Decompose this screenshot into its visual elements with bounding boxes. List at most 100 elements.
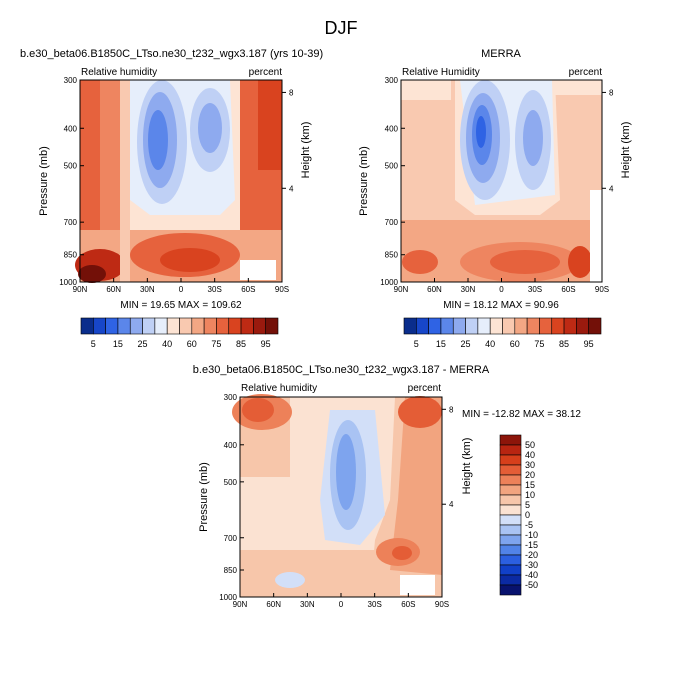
panel-merra: MERRA Relative Humidity percent Pressure… [358,48,632,311]
panel-difference: b.e30_beta06.B1850C_LTso.ne30_t232_wgx3.… [193,364,582,609]
colorbar-swatch [499,444,522,456]
x-tick-label: 60N [266,600,281,609]
colorbar-swatch [526,317,540,335]
colorbar-swatch [477,317,491,335]
colorbar-swatch [499,584,522,596]
colorbar-label: 85 [236,339,246,349]
colorbar-label: 40 [485,339,495,349]
y2-tick-label: 8 [449,405,454,414]
x-tick-label: 90N [233,600,248,609]
y-tick-label: 300 [385,76,399,85]
panel-diff-contour-field [232,394,442,597]
y-tick-label: 300 [224,393,238,402]
x-tick-label: 30S [208,285,222,294]
y-tick-label: 400 [224,441,238,450]
colorbar-swatch [499,554,522,566]
panel-diff-x-ticks: 90N 60N 30N 0 30S 60S 90S [233,593,449,609]
y-tick-label: 500 [64,162,78,171]
x-tick-label: 60N [106,285,121,294]
panel-model-ylabel: Pressure (mb) [38,146,50,216]
colorbar-label: 5 [525,500,530,510]
colorbar-swatch [203,317,217,335]
panel-merra-y2-ticks: 84 [602,88,614,193]
y-tick-label: 850 [224,566,238,575]
colorbar-swatch [489,317,503,335]
panel-model-contour-field [75,80,282,283]
panel-merra-y2label: Height (km) [620,122,632,179]
panel-merra-title: MERRA [481,48,521,60]
y-tick-label: 700 [64,218,78,227]
colorbar-label: -5 [525,520,533,530]
y-tick-label: 1000 [219,593,237,602]
x-tick-label: 90S [275,285,289,294]
colorbar-swatch [563,317,577,335]
panel-model: b.e30_beta06.B1850C_LTso.ne30_t232_wgx3.… [20,48,323,311]
colorbar-swatch [499,564,522,576]
colorbar-label: 25 [461,339,471,349]
panel-merra-y-ticks: 300 400 500 700 850 1000 [380,76,405,287]
colorbar-label: -10 [525,530,538,540]
colorbar-swatch [499,494,522,506]
colorbar-label: 95 [584,339,594,349]
colorbar-merra: 5 15 25 40 60 75 85 95 [403,317,602,349]
colorbar-swatch [452,317,466,335]
y-tick-label: 700 [224,534,238,543]
colorbar-swatch [465,317,479,335]
colorbar-swatch [129,317,143,335]
panel-model-y2label: Height (km) [300,122,312,179]
colorbar-label: 75 [534,339,544,349]
colorbar-label: 95 [261,339,271,349]
colorbar-swatch [416,317,429,335]
colorbar-swatch [80,317,94,335]
colorbar-swatch [499,534,522,546]
y-tick-label: 500 [385,162,399,171]
panel-model-stats: MIN = 19.65 MAX = 109.62 [120,300,242,311]
y2-tick-label: 4 [609,184,614,193]
colorbar-swatch [499,574,522,586]
colorbar-label: 15 [113,339,123,349]
colorbar-swatch [228,317,242,335]
panel-diff-right-label: percent [408,383,442,394]
colorbar-swatch [191,317,205,335]
colorbar-swatch [499,434,522,446]
colorbar-swatch [514,317,528,335]
colorbar-swatch [499,544,522,556]
colorbar-label: 15 [525,480,535,490]
x-tick-label: 30N [461,285,476,294]
colorbar-swatch [588,317,602,335]
x-tick-label: 0 [499,285,504,294]
colorbar-label: 30 [525,460,535,470]
colorbar-label: 75 [211,339,221,349]
panel-diff-y2-ticks: 84 [442,405,454,509]
x-tick-label: 90N [394,285,409,294]
colorbar-swatch [576,317,589,335]
x-tick-label: 90S [595,285,609,294]
colorbar-swatch [499,514,522,526]
colorbar-label: -40 [525,570,538,580]
colorbar-swatch [403,317,417,335]
panel-diff-left-label: Relative humidity [241,383,317,394]
y-tick-label: 850 [64,251,78,260]
x-tick-label: 0 [179,285,184,294]
x-tick-label: 30N [300,600,315,609]
panel-diff-y-ticks: 300 400 500 700 850 1000 [219,393,244,602]
y-tick-label: 1000 [380,278,398,287]
colorbar-label: 50 [525,440,535,450]
x-tick-label: 60S [241,285,255,294]
colorbar-label: 5 [414,339,419,349]
colorbar-label: 5 [91,339,96,349]
colorbar-label: 0 [525,510,530,520]
colorbar-swatch [105,317,119,335]
y2-tick-label: 4 [449,500,454,509]
panel-merra-x-ticks: 90N 60N 30N 0 30S 60S 90S [394,278,609,294]
colorbar-label: 20 [525,470,535,480]
panel-merra-ylabel: Pressure (mb) [358,146,370,216]
y2-tick-label: 8 [289,88,294,97]
colorbar-swatch [240,317,254,335]
panel-diff-y2label: Height (km) [461,438,473,495]
panel-model-title: b.e30_beta06.B1850C_LTso.ne30_t232_wgx3.… [20,48,323,60]
x-tick-label: 90S [435,600,449,609]
colorbar-swatch [93,317,106,335]
